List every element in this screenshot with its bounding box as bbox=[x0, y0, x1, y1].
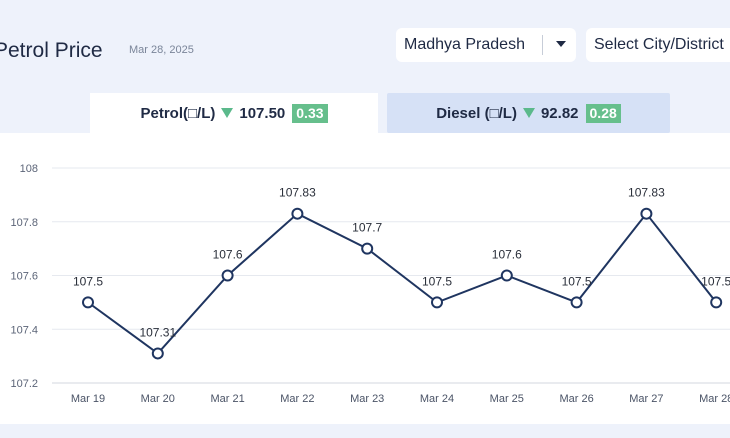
city-select[interactable]: Select City/District bbox=[586, 28, 730, 62]
price-chart-panel: 108 107.8 107.6 107.4 107.2 Mar 19 Mar 20 Mar 2… bbox=[0, 133, 730, 424]
y-tick-label: 107.2 bbox=[10, 378, 38, 390]
data-label: 107.5 bbox=[701, 274, 730, 288]
x-tick-label: Mar 23 bbox=[350, 393, 384, 405]
select-divider bbox=[542, 35, 543, 55]
chevron-down-icon[interactable] bbox=[556, 41, 566, 47]
x-tick-label: Mar 21 bbox=[210, 393, 244, 405]
y-tick-label: 107.4 bbox=[10, 324, 38, 336]
data-label: 107.7 bbox=[352, 221, 382, 235]
y-tick-label: 107.6 bbox=[10, 271, 38, 283]
tab-petrol-price: 107.50 bbox=[239, 104, 286, 122]
tab-petrol-label: Petrol(□/L) bbox=[140, 104, 216, 122]
data-label: 107.83 bbox=[279, 186, 316, 200]
data-point bbox=[710, 296, 723, 309]
city-select-placeholder: Select City/District bbox=[594, 36, 724, 53]
data-label: 107.6 bbox=[492, 248, 522, 262]
tab-petrol-change-badge: 0.33 bbox=[292, 103, 328, 123]
down-arrow-icon bbox=[522, 108, 535, 118]
data-point bbox=[82, 296, 94, 309]
x-tick-label: Mar 24 bbox=[420, 393, 454, 405]
data-point bbox=[500, 269, 513, 282]
x-tick-label: Mar 26 bbox=[559, 393, 593, 405]
x-tick-label: Mar 20 bbox=[141, 393, 175, 405]
tab-diesel-change-badge: 0.28 bbox=[585, 103, 621, 123]
data-label: 107.5 bbox=[422, 274, 452, 288]
data-label: 107.83 bbox=[628, 186, 665, 200]
data-point bbox=[431, 296, 443, 309]
series-line bbox=[87, 212, 717, 355]
data-point bbox=[291, 207, 304, 220]
price-date: Mar 28, 2025 bbox=[129, 44, 194, 56]
tab-petrol[interactable]: Petrol(□/L) 107.50 0.33 bbox=[90, 93, 378, 133]
y-tick-label: 108 bbox=[20, 163, 38, 175]
x-tick-label: Mar 28 bbox=[699, 393, 730, 405]
state-select-value: Madhya Pradesh bbox=[404, 36, 525, 53]
tab-diesel-label: Diesel (□/L) bbox=[436, 104, 517, 122]
data-point bbox=[570, 296, 583, 309]
x-tick-label: Mar 22 bbox=[280, 393, 314, 405]
down-arrow-icon bbox=[221, 108, 234, 118]
data-label: 107.5 bbox=[562, 274, 592, 288]
data-point bbox=[361, 242, 374, 255]
data-label: 107.5 bbox=[73, 274, 103, 288]
x-tick-label: Mar 25 bbox=[490, 393, 524, 405]
state-select[interactable]: Madhya Pradesh bbox=[396, 28, 576, 62]
data-point bbox=[221, 269, 234, 282]
x-tick-label: Mar 19 bbox=[71, 393, 105, 405]
x-tick-label: Mar 27 bbox=[629, 393, 663, 405]
page-title: Petrol Price bbox=[0, 39, 103, 62]
price-line-chart: 108 107.8 107.6 107.4 107.2 Mar 19 Mar 20 Mar 2… bbox=[10, 163, 730, 405]
data-point bbox=[640, 207, 653, 220]
data-label: 107.6 bbox=[213, 248, 243, 262]
y-tick-label: 107.8 bbox=[10, 217, 38, 229]
tab-diesel-price: 92.82 bbox=[540, 104, 579, 122]
tab-diesel[interactable]: Diesel (□/L) 92.82 0.28 bbox=[387, 93, 670, 133]
data-point bbox=[151, 347, 164, 360]
data-label: 107.31 bbox=[139, 325, 176, 339]
